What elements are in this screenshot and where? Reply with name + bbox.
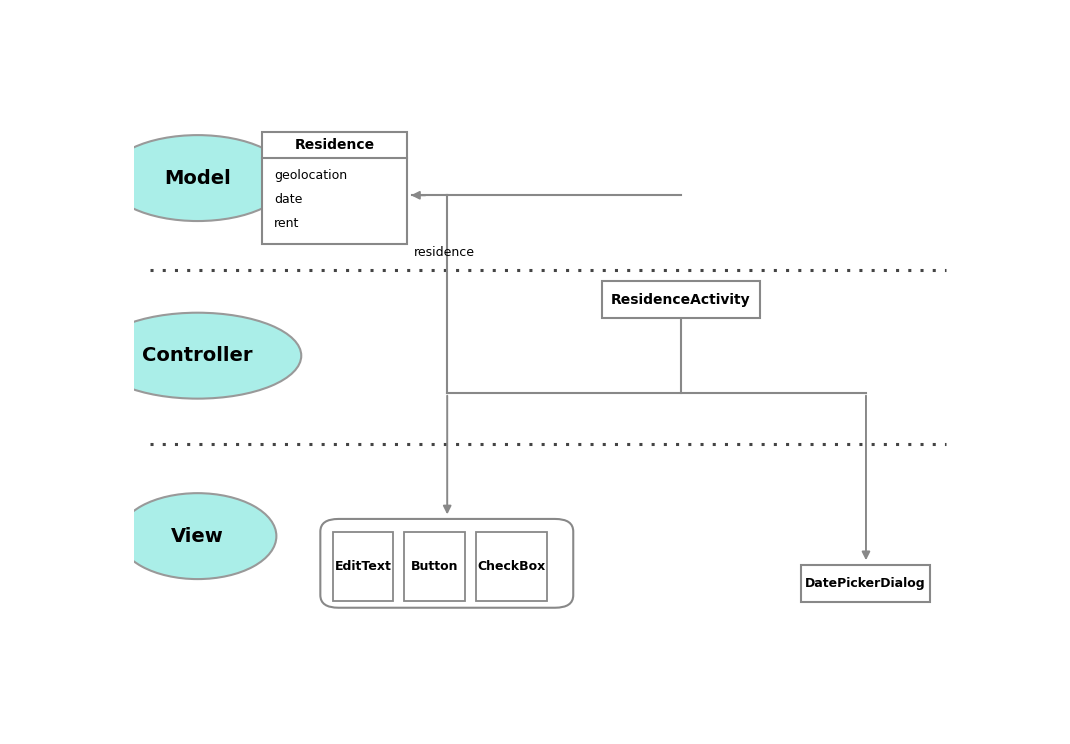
Ellipse shape (94, 312, 302, 399)
Text: EditText: EditText (335, 560, 392, 573)
FancyBboxPatch shape (320, 519, 574, 608)
Text: residence: residence (414, 246, 475, 259)
Text: Controller: Controller (142, 346, 253, 365)
Text: Model: Model (164, 169, 231, 187)
Text: View: View (171, 527, 224, 545)
Ellipse shape (106, 135, 289, 221)
Text: DatePickerDialog: DatePickerDialog (806, 577, 926, 590)
Text: Residence: Residence (294, 138, 374, 152)
FancyBboxPatch shape (602, 281, 760, 318)
Text: geolocation: geolocation (274, 169, 347, 182)
FancyBboxPatch shape (262, 132, 408, 244)
FancyBboxPatch shape (801, 565, 930, 602)
FancyBboxPatch shape (333, 532, 394, 601)
FancyBboxPatch shape (404, 532, 464, 601)
Text: date: date (274, 193, 302, 206)
Text: rent: rent (274, 217, 300, 230)
Text: ResidenceActivity: ResidenceActivity (611, 293, 751, 307)
FancyBboxPatch shape (476, 532, 547, 601)
Ellipse shape (119, 493, 276, 579)
Text: CheckBox: CheckBox (477, 560, 546, 573)
Text: Button: Button (411, 560, 458, 573)
